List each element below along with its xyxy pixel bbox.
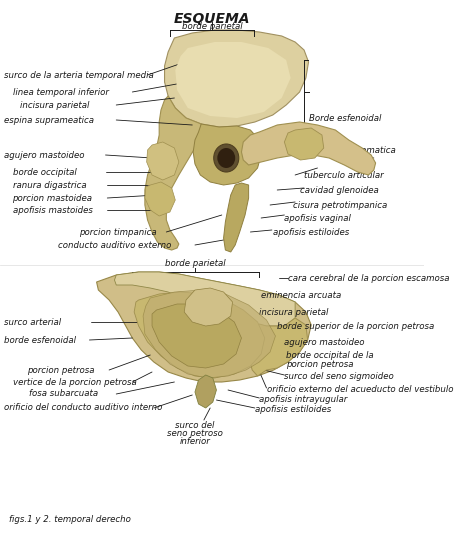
Text: cara cerebral de la porcion escamosa: cara cerebral de la porcion escamosa — [288, 273, 449, 282]
Text: figs.1 y 2. temporal derecho: figs.1 y 2. temporal derecho — [9, 516, 131, 524]
Text: surco del seno sigmoideo: surco del seno sigmoideo — [284, 371, 394, 380]
Polygon shape — [143, 290, 275, 378]
Text: agujero mastoideo: agujero mastoideo — [284, 338, 365, 347]
Text: apofisis intrayugular: apofisis intrayugular — [259, 395, 347, 404]
Text: surco de la arteria temporal media: surco de la arteria temporal media — [4, 71, 153, 80]
Polygon shape — [145, 96, 201, 250]
Text: surco del: surco del — [175, 421, 215, 430]
Text: eminencia arcuata: eminencia arcuata — [261, 291, 341, 300]
Polygon shape — [97, 272, 311, 382]
Text: conducto auditivo externo: conducto auditivo externo — [58, 241, 172, 249]
Text: vertice de la porcion petrosa: vertice de la porcion petrosa — [13, 378, 137, 386]
Polygon shape — [184, 288, 233, 326]
Text: apofisis vaginal: apofisis vaginal — [284, 213, 351, 223]
Polygon shape — [284, 128, 324, 160]
Text: borde parietal: borde parietal — [164, 259, 225, 268]
Polygon shape — [134, 292, 264, 378]
Text: porcion petrosa: porcion petrosa — [27, 365, 94, 374]
Polygon shape — [224, 183, 249, 252]
Text: fosa subarcuata: fosa subarcuata — [28, 389, 98, 399]
Text: porcion petrosa: porcion petrosa — [286, 360, 354, 369]
Text: tuberculo articular: tuberculo articular — [304, 171, 383, 180]
Text: cisura petrotimpanica: cisura petrotimpanica — [293, 201, 388, 210]
Text: ranura digastrica: ranura digastrica — [12, 180, 86, 189]
Text: inferior: inferior — [180, 437, 210, 446]
Text: agujero mastoideo: agujero mastoideo — [4, 150, 84, 159]
Polygon shape — [152, 304, 241, 368]
Polygon shape — [193, 124, 261, 185]
Text: cavidad glenoidea: cavidad glenoidea — [300, 186, 378, 195]
Text: surco arterial: surco arterial — [4, 317, 61, 326]
Text: Borde esfenoidal: Borde esfenoidal — [309, 113, 381, 123]
Polygon shape — [145, 182, 175, 216]
Text: apofisis estiloides: apofisis estiloides — [273, 227, 349, 236]
Circle shape — [214, 144, 239, 172]
Text: borde superior de la porcion petrosa: borde superior de la porcion petrosa — [277, 322, 435, 331]
Polygon shape — [195, 375, 217, 408]
Text: borde parietal: borde parietal — [182, 22, 242, 31]
Circle shape — [217, 148, 235, 168]
Text: orificio externo del acueducto del vestibulo: orificio externo del acueducto del vesti… — [266, 386, 453, 394]
Text: apofisis estiloides: apofisis estiloides — [255, 406, 331, 415]
Polygon shape — [114, 272, 295, 326]
Text: espina suprameatica: espina suprameatica — [4, 116, 93, 125]
Polygon shape — [164, 30, 309, 127]
Text: borde occipital: borde occipital — [12, 167, 76, 177]
Text: seno petroso: seno petroso — [167, 429, 223, 438]
Text: orificio del conducto auditivo interno: orificio del conducto auditivo interno — [4, 403, 162, 412]
Text: porcion timpanica: porcion timpanica — [79, 227, 156, 236]
Polygon shape — [175, 42, 291, 118]
Text: borde esfenoidal: borde esfenoidal — [4, 335, 75, 345]
Text: apofisis cigomatica: apofisis cigomatica — [313, 146, 396, 155]
Text: linea temporal inferior: linea temporal inferior — [12, 88, 109, 96]
Text: ESQUEMA: ESQUEMA — [173, 12, 250, 26]
Text: apofisis mastoides: apofisis mastoides — [12, 205, 92, 215]
Text: incisura parietal: incisura parietal — [259, 308, 329, 317]
Text: borde occipital de la: borde occipital de la — [286, 350, 374, 360]
Polygon shape — [146, 142, 179, 180]
Text: incisura parietal: incisura parietal — [20, 101, 89, 110]
Text: porcion mastoidea: porcion mastoidea — [12, 194, 92, 203]
Polygon shape — [241, 122, 375, 175]
Polygon shape — [249, 318, 308, 376]
